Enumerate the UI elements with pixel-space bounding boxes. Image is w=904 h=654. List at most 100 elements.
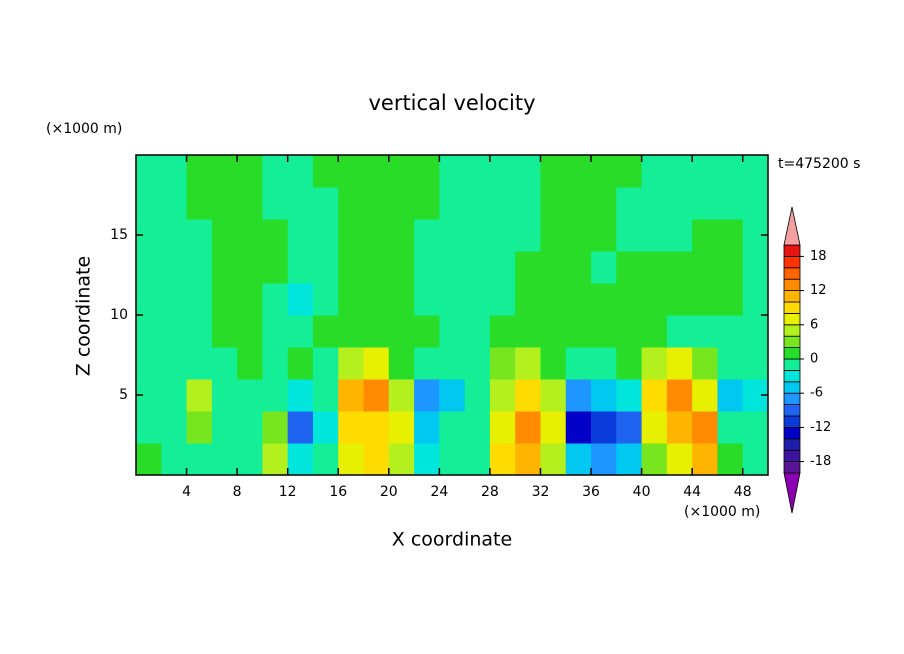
contour-cell xyxy=(388,411,415,444)
contour-cell xyxy=(439,315,466,348)
x-tick-label: 16 xyxy=(329,484,347,500)
x-tick-label: 48 xyxy=(734,484,752,500)
contour-cell xyxy=(287,411,314,444)
contour-cell xyxy=(186,443,213,476)
contour-cell xyxy=(186,155,213,188)
contour-cell xyxy=(489,283,516,316)
x-tick-label: 12 xyxy=(279,484,297,500)
contour-cell xyxy=(211,187,238,220)
contour-cell xyxy=(489,379,516,412)
contour-cell xyxy=(414,443,440,476)
contour-cell xyxy=(692,155,718,188)
contour-cell xyxy=(211,443,238,476)
colorbar-box xyxy=(783,335,801,349)
contour-cell xyxy=(338,315,365,348)
contour-cell xyxy=(161,315,188,348)
colorbar-tick-label: 0 xyxy=(810,352,818,367)
contour-cell xyxy=(287,443,314,476)
x-tick-label: 36 xyxy=(582,484,600,500)
contour-cell xyxy=(464,283,491,316)
contour-cell xyxy=(287,155,314,188)
contour-cell xyxy=(591,283,617,316)
contour-cell xyxy=(565,443,592,476)
contour-cell xyxy=(666,347,693,380)
contour-cell xyxy=(641,219,668,252)
contour-cell xyxy=(489,155,516,188)
contour-cell xyxy=(262,283,289,316)
contour-cell xyxy=(262,347,289,380)
contour-cell xyxy=(616,283,643,316)
contour-cell xyxy=(161,347,188,380)
contour-cell xyxy=(388,155,415,188)
contour-cell xyxy=(312,155,339,188)
colorbar-box xyxy=(783,358,801,371)
contour-cell xyxy=(414,411,440,444)
contour-cell xyxy=(363,411,390,444)
contour-cell xyxy=(363,347,390,380)
contour-cell xyxy=(388,379,415,412)
contour-cell xyxy=(363,219,390,252)
contour-cell xyxy=(666,251,693,284)
contour-cell xyxy=(237,443,263,476)
contour-cell xyxy=(161,251,188,284)
contour-cell xyxy=(262,187,289,220)
contour-cell xyxy=(237,219,263,252)
y-tick-label: 5 xyxy=(119,387,128,403)
contour-cell xyxy=(414,219,440,252)
x-tick-label: 8 xyxy=(233,484,242,500)
contour-cell xyxy=(692,411,718,444)
contour-cell xyxy=(312,283,339,316)
contour-cell xyxy=(414,283,440,316)
contour-cell xyxy=(591,219,617,252)
contour-cell xyxy=(515,379,541,412)
contour-cell xyxy=(540,155,567,188)
contour-cell xyxy=(717,347,744,380)
contour-cell xyxy=(237,155,263,188)
contour-cell xyxy=(363,283,390,316)
contour-cell xyxy=(489,219,516,252)
contour-cell xyxy=(565,411,592,444)
contour-cell xyxy=(262,379,289,412)
contour-cell xyxy=(464,379,491,412)
contour-cell xyxy=(717,219,744,252)
contour-cell xyxy=(363,379,390,412)
contour-cell xyxy=(211,283,238,316)
contour-cell xyxy=(414,251,440,284)
contour-cell xyxy=(136,443,162,476)
contour-cell xyxy=(363,315,390,348)
contour-cell xyxy=(515,315,541,348)
colorbar-box xyxy=(783,301,801,314)
contour-cell xyxy=(616,155,643,188)
contour-cell xyxy=(211,347,238,380)
contour-cell xyxy=(237,379,263,412)
contour-cell xyxy=(363,155,390,188)
colorbar-under xyxy=(783,472,801,514)
contour-cell xyxy=(717,411,744,444)
contour-cell xyxy=(312,347,339,380)
contour-cell xyxy=(287,187,314,220)
contour-cell xyxy=(515,219,541,252)
colorbar-over xyxy=(783,206,801,246)
contour-cell xyxy=(161,283,188,316)
contour-cell xyxy=(692,379,718,412)
contour-cell xyxy=(464,187,491,220)
contour-cell xyxy=(338,283,365,316)
contour-cell xyxy=(666,283,693,316)
contour-cell xyxy=(515,251,541,284)
contour-cell xyxy=(414,379,440,412)
contour-cell xyxy=(237,411,263,444)
contour-cell xyxy=(692,347,718,380)
contour-cell xyxy=(161,155,188,188)
contour-cell xyxy=(515,155,541,188)
contour-cell xyxy=(616,347,643,380)
contour-cell xyxy=(211,219,238,252)
contour-field xyxy=(136,155,769,476)
contour-cell xyxy=(312,219,339,252)
contour-cell xyxy=(565,251,592,284)
contour-cell xyxy=(388,443,415,476)
x-tick-label: 4 xyxy=(182,484,191,500)
contour-cell xyxy=(540,443,567,476)
contour-cell xyxy=(742,155,769,188)
colorbar-box xyxy=(783,267,801,280)
contour-cell xyxy=(641,283,668,316)
